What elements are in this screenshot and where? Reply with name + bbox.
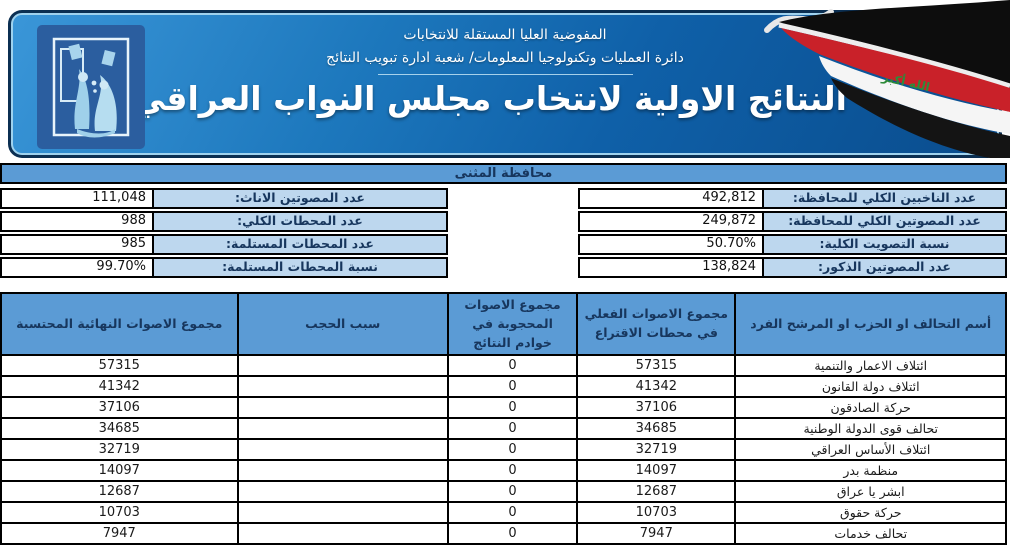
party-name: حركة الصادقون (734, 396, 1007, 420)
stat-label: عدد المصوتين الكلي للمحافظة: (762, 211, 1007, 232)
hidden-votes: 0 (446, 522, 579, 545)
table-row: حركة حقوق 10703 0 10703 (0, 501, 1007, 525)
hidden-votes: 0 (446, 354, 579, 378)
final-votes: 41342 (0, 375, 239, 399)
hide-reason (236, 417, 449, 441)
results-header-row: أسم التحالف او الحزب او المرشح الفرد مجم… (0, 291, 1007, 357)
hide-reason (236, 480, 449, 504)
hide-reason (236, 522, 449, 545)
stat-value: 99.70% (0, 257, 152, 278)
stat-value: 249,872 (578, 211, 762, 232)
hide-reason (236, 354, 449, 378)
final-votes: 10703 (0, 501, 239, 525)
hide-reason (236, 501, 449, 525)
final-votes: 14097 (0, 459, 239, 483)
col-header-final: مجموع الاصوات النهائية المحتسبة (0, 291, 239, 357)
actual-votes: 10703 (576, 501, 737, 525)
stat-label: نسبة التصويت الكلية: (762, 234, 1007, 255)
hide-reason (236, 396, 449, 420)
hidden-votes: 0 (446, 396, 579, 420)
stat-value: 50.70% (578, 234, 762, 255)
stat-value: 988 (0, 211, 152, 232)
party-name: منظمة بدر (734, 459, 1007, 483)
actual-votes: 7947 (576, 522, 737, 545)
stat-row-female-voters: عدد المصوتين الاناث: 111,048 (0, 188, 448, 209)
stat-value: 985 (0, 234, 152, 255)
party-name: تحالف خدمات (734, 522, 1007, 545)
stat-row-total-stations: عدد المحطات الكلي: 988 (0, 211, 448, 232)
hide-reason (236, 459, 449, 483)
table-row: ائتلاف الاعمار والتنمية 57315 0 57315 (0, 354, 1007, 378)
col-header-actual: مجموع الاصوات الفعلي في محطات الاقتراع (576, 291, 737, 357)
party-name: ائتلاف دولة القانون (734, 375, 1007, 399)
actual-votes: 57315 (576, 354, 737, 378)
stats-group-left: عدد المصوتين الاناث: 111,048 عدد المحطات… (0, 188, 448, 280)
ihec-logo (37, 25, 145, 153)
table-row: حركة الصادقون 37106 0 37106 (0, 396, 1007, 420)
party-name: ابشر يا عراق (734, 480, 1007, 504)
table-row: تحالف خدمات 7947 0 7947 (0, 522, 1007, 545)
stats-group-right: عدد الناخبين الكلي للمحافظة: 492,812 عدد… (578, 188, 1007, 280)
table-row: منظمة بدر 14097 0 14097 (0, 459, 1007, 483)
stat-label: عدد المحطات المستلمة: (152, 234, 448, 255)
stat-row-total-cast: عدد المصوتين الكلي للمحافظة: 249,872 (578, 211, 1007, 232)
actual-votes: 32719 (576, 438, 737, 462)
actual-votes: 34685 (576, 417, 737, 441)
stat-label: عدد المصوتين الذكور: (762, 257, 1007, 278)
table-row: ابشر يا عراق 12687 0 12687 (0, 480, 1007, 504)
hidden-votes: 0 (446, 459, 579, 483)
hidden-votes: 0 (446, 480, 579, 504)
hidden-votes: 0 (446, 375, 579, 399)
stat-label: نسبة المحطات المستلمة: (152, 257, 448, 278)
actual-votes: 12687 (576, 480, 737, 504)
department-name: دائرة العمليات وتكنولوجيا المعلومات/ شعب… (326, 50, 684, 66)
stat-value: 111,048 (0, 188, 152, 209)
stat-label: عدد الناخبين الكلي للمحافظة: (762, 188, 1007, 209)
stat-row-received-stations: عدد المحطات المستلمة: 985 (0, 234, 448, 255)
party-name: حركة حقوق (734, 501, 1007, 525)
page-title: النتائج الاولية لانتخاب مجلس النواب العر… (40, 79, 847, 118)
actual-votes: 37106 (576, 396, 737, 420)
final-votes: 34685 (0, 417, 239, 441)
party-name: ائتلاف الاعمار والتنمية (734, 354, 1007, 378)
hide-reason (236, 438, 449, 462)
stat-row-male-voters: عدد المصوتين الذكور: 138,824 (578, 257, 1007, 278)
party-name: ائتلاف الأساس العراقي (734, 438, 1007, 462)
final-votes: 57315 (0, 354, 239, 378)
stat-label: عدد المحطات الكلي: (152, 211, 448, 232)
stat-row-total-voters: عدد الناخبين الكلي للمحافظة: 492,812 (578, 188, 1007, 209)
header-divider (377, 74, 633, 75)
hidden-votes: 0 (446, 438, 579, 462)
table-row: تحالف قوى الدولة الوطنية 34685 0 34685 (0, 417, 1007, 441)
stat-value: 138,824 (578, 257, 762, 278)
final-votes: 12687 (0, 480, 239, 504)
final-votes: 37106 (0, 396, 239, 420)
actual-votes: 14097 (576, 459, 737, 483)
stat-value: 492,812 (578, 188, 762, 209)
header-banner-inner: المفوضية العليا المستقلة للانتخابات دائر… (11, 13, 999, 155)
party-name: تحالف قوى الدولة الوطنية (734, 417, 1007, 441)
governorate-title-bar: محافظة المثنى (0, 163, 1007, 184)
final-votes: 32719 (0, 438, 239, 462)
hidden-votes: 0 (446, 501, 579, 525)
header-banner: المفوضية العليا المستقلة للانتخابات دائر… (8, 10, 1002, 158)
col-header-reason: سبب الحجب (236, 291, 449, 357)
table-row: ائتلاف الأساس العراقي 32719 0 32719 (0, 438, 1007, 462)
ihec-logo-icon (37, 25, 145, 149)
final-votes: 7947 (0, 522, 239, 545)
stat-label: عدد المصوتين الاناث: (152, 188, 448, 209)
header-text-block: المفوضية العليا المستقلة للانتخابات دائر… (40, 27, 847, 118)
actual-votes: 41342 (576, 375, 737, 399)
stat-row-turnout: نسبة التصويت الكلية: 50.70% (578, 234, 1007, 255)
hidden-votes: 0 (446, 417, 579, 441)
stat-row-received-stations-pct: نسبة المحطات المستلمة: 99.70% (0, 257, 448, 278)
col-header-hidden: مجموع الاصوات المحجوبة في خوادم النتائج (446, 291, 579, 357)
results-table: أسم التحالف او الحزب او المرشح الفرد مجم… (0, 291, 1007, 545)
col-header-party: أسم التحالف او الحزب او المرشح الفرد (734, 291, 1007, 357)
hide-reason (236, 375, 449, 399)
table-row: ائتلاف دولة القانون 41342 0 41342 (0, 375, 1007, 399)
commission-name: المفوضية العليا المستقلة للانتخابات (403, 27, 607, 43)
